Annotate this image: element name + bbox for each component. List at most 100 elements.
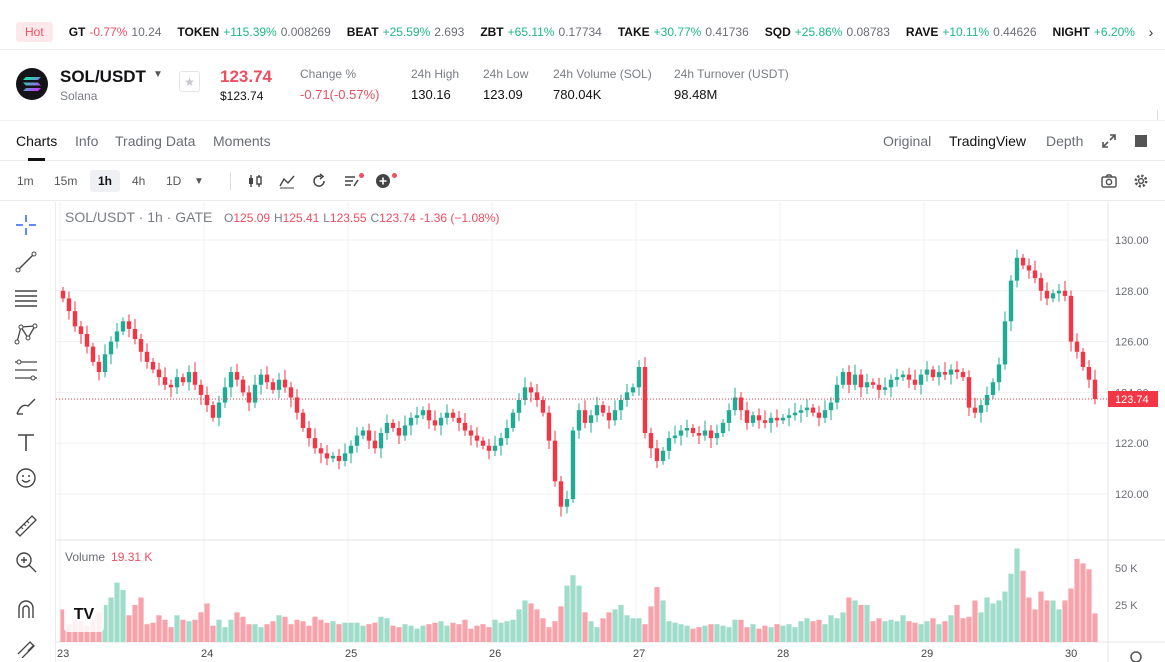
volume-bar: [1014, 548, 1020, 642]
ticker-item-sqd[interactable]: SQD +25.86% 0.08783: [765, 25, 890, 39]
favorite-star-icon[interactable]: ★: [179, 71, 200, 92]
candle-body: [252, 384, 258, 403]
candle-body: [480, 440, 486, 446]
emoji-icon[interactable]: [14, 466, 38, 490]
interval-1m[interactable]: 1m: [17, 174, 34, 188]
interval-dropdown-icon[interactable]: ▼: [194, 176, 204, 187]
volume-bar: [222, 627, 228, 642]
volume-bar: [612, 609, 618, 642]
tab-trading-data[interactable]: Trading Data: [115, 133, 196, 149]
tradingview-logo[interactable]: TV: [64, 598, 104, 632]
candle-body: [858, 374, 864, 388]
candle-body: [444, 412, 450, 418]
crosshair-icon[interactable]: [14, 213, 38, 237]
ticker-symbol: BEAT: [346, 24, 379, 39]
horizontal-lines-icon[interactable]: [14, 286, 38, 310]
chart-toolbar: 1m 15m 1h 4h 1D ▼: [0, 161, 1165, 201]
volume-bar: [624, 615, 630, 642]
lock-drawing-icon[interactable]: [14, 634, 38, 658]
layout-square-icon[interactable]: [1135, 135, 1147, 147]
volume-bar: [84, 625, 90, 642]
interval-1d[interactable]: 1D: [166, 174, 182, 188]
volume-bar: [336, 624, 342, 642]
ruler-icon[interactable]: [14, 514, 38, 538]
trend-line-icon[interactable]: [14, 250, 38, 274]
pair-dropdown-caret-icon[interactable]: ▼: [153, 69, 163, 80]
volume-bar: [306, 625, 312, 642]
candle-body: [84, 333, 90, 347]
text-icon[interactable]: [14, 430, 38, 454]
ticker-item-zbt[interactable]: ZBT +65.11% 0.17734: [480, 25, 602, 39]
ticker-item-beat[interactable]: BEAT +25.59% 2.693: [347, 25, 465, 39]
candle-body: [150, 361, 156, 370]
volume-bar: [486, 627, 492, 642]
volume-bar: [792, 627, 798, 642]
brush-icon[interactable]: [14, 394, 38, 418]
volume-bar: [930, 618, 936, 642]
interval-1h[interactable]: 1h: [90, 170, 121, 192]
volume-bar: [810, 621, 816, 642]
candle-style-icon[interactable]: [247, 173, 263, 189]
add-indicator-icon[interactable]: [375, 173, 391, 189]
zoom-in-icon[interactable]: [14, 550, 38, 574]
candle-body: [258, 374, 264, 385]
view-depth[interactable]: Depth: [1046, 133, 1084, 149]
volume-bar: [402, 624, 408, 642]
ticker-price: 0.44626: [993, 24, 1037, 39]
candle-body: [912, 379, 918, 385]
volume-bar: [390, 625, 396, 642]
view-tradingview[interactable]: TradingView: [949, 133, 1027, 149]
gear-icon[interactable]: [1133, 173, 1149, 189]
volume-bar: [618, 604, 624, 642]
pair-name[interactable]: SOL/USDT: [60, 67, 146, 86]
ticker-item-rave[interactable]: RAVE +10.11% 0.44626: [906, 25, 1037, 39]
candle-body: [852, 374, 858, 385]
volume-bar: [576, 585, 582, 642]
candle-body: [864, 382, 870, 388]
volume-bar: [330, 621, 336, 642]
volume-bar: [528, 603, 534, 642]
chevron-right-icon[interactable]: ›: [1137, 14, 1165, 49]
ticker-price: 2.693: [434, 24, 465, 39]
expand-icon[interactable]: [1102, 134, 1116, 151]
fib-retracement-icon[interactable]: [14, 358, 38, 382]
interval-15m[interactable]: 15m: [54, 174, 78, 188]
tab-moments[interactable]: Moments: [213, 133, 271, 149]
stat-2: 24h Low 123.09: [483, 67, 528, 102]
interval-4h[interactable]: 4h: [132, 174, 146, 188]
candle-body: [822, 410, 828, 418]
last-price-usd: $123.74: [220, 89, 264, 103]
candle-body: [264, 374, 270, 383]
volume-bar: [168, 627, 174, 642]
candlestick-chart[interactable]: 120.00122.00124.00126.00128.00130.002324…: [56, 202, 1165, 662]
candle-body: [468, 430, 474, 436]
volume-label: Volume: [65, 550, 106, 564]
tab-charts[interactable]: Charts: [16, 133, 58, 149]
magnet-icon[interactable]: [14, 598, 38, 622]
volume-bar: [1032, 609, 1038, 642]
volume-tick-label: 25 K: [1115, 600, 1138, 612]
day-tick-label: 30: [1065, 648, 1077, 660]
replay-icon[interactable]: [311, 173, 327, 189]
ticker-item-token[interactable]: TOKEN +115.39% 0.008269: [177, 25, 330, 39]
ticker-item-gt[interactable]: GT -0.77% 10.24: [69, 25, 162, 39]
camera-icon[interactable]: [1101, 173, 1117, 189]
volume-bar: [996, 600, 1002, 642]
candle-body: [174, 377, 180, 388]
price-tick-label: 128.00: [1115, 286, 1149, 298]
ticker-item-take[interactable]: TAKE +30.77% 0.41736: [618, 25, 749, 39]
volume-bar: [594, 627, 600, 642]
view-original[interactable]: Original: [883, 133, 932, 149]
tab-info[interactable]: Info: [75, 133, 99, 149]
candle-body: [336, 455, 342, 461]
volume-bar: [870, 621, 876, 642]
volume-bar: [1020, 570, 1026, 642]
candle-body: [978, 405, 984, 413]
volume-bar: [66, 624, 72, 642]
volume-bar: [672, 622, 678, 642]
indicators-icon[interactable]: [279, 173, 295, 189]
templates-icon[interactable]: [343, 173, 359, 189]
pattern-icon[interactable]: [14, 322, 38, 346]
volume-bar: [846, 597, 852, 642]
hot-badge[interactable]: Hot: [16, 21, 53, 42]
